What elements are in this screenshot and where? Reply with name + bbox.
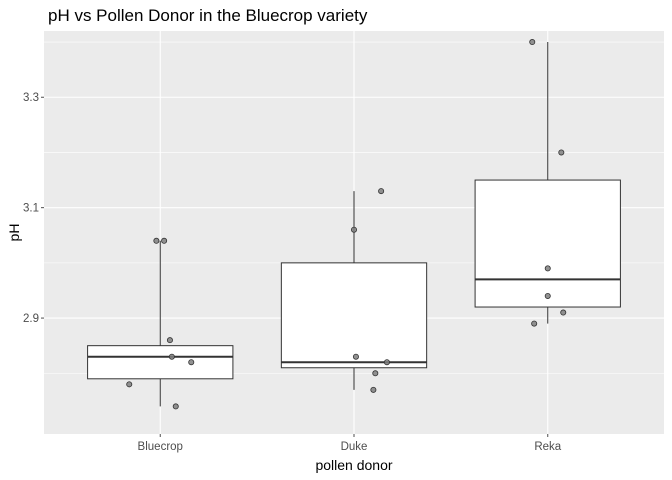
chart-title: pH vs Pollen Donor in the Bluecrop varie… bbox=[48, 6, 368, 25]
data-point bbox=[153, 237, 160, 244]
box-iqr bbox=[280, 262, 428, 369]
x-axis-title: pollen donor bbox=[315, 457, 392, 473]
data-point bbox=[531, 320, 538, 327]
data-point bbox=[188, 359, 195, 366]
x-tick-label: Reka bbox=[534, 441, 561, 453]
data-point bbox=[172, 403, 179, 410]
data-point bbox=[352, 353, 359, 360]
data-point bbox=[372, 370, 379, 377]
data-point bbox=[168, 353, 175, 360]
data-point bbox=[383, 359, 390, 366]
axes: 2.9 3.1 3.3 Bluecrop Duke Reka bbox=[23, 92, 562, 453]
data-point bbox=[161, 237, 168, 244]
data-point bbox=[529, 39, 536, 46]
x-tick-label: Duke bbox=[341, 441, 368, 453]
y-tick-label: 3.1 bbox=[23, 203, 39, 215]
boxplot-reka bbox=[474, 42, 621, 324]
data-point bbox=[350, 226, 357, 233]
jitter-points bbox=[126, 39, 567, 410]
box-iqr bbox=[87, 345, 234, 380]
data-point bbox=[126, 381, 133, 388]
data-point bbox=[544, 292, 551, 299]
data-point bbox=[544, 265, 551, 272]
x-tick-label: Bluecrop bbox=[138, 441, 183, 453]
y-axis-title: pH bbox=[6, 224, 22, 242]
boxplot-duke bbox=[280, 191, 428, 390]
boxplot-bluecrop bbox=[87, 240, 234, 407]
y-tick-label: 3.3 bbox=[23, 92, 39, 104]
data-point bbox=[560, 309, 567, 316]
data-point bbox=[558, 149, 565, 156]
data-point bbox=[166, 337, 173, 344]
box-iqr bbox=[474, 179, 621, 308]
boxplots bbox=[87, 42, 621, 407]
data-point bbox=[378, 188, 385, 195]
y-tick-label: 2.9 bbox=[23, 313, 39, 325]
data-point bbox=[370, 386, 377, 393]
